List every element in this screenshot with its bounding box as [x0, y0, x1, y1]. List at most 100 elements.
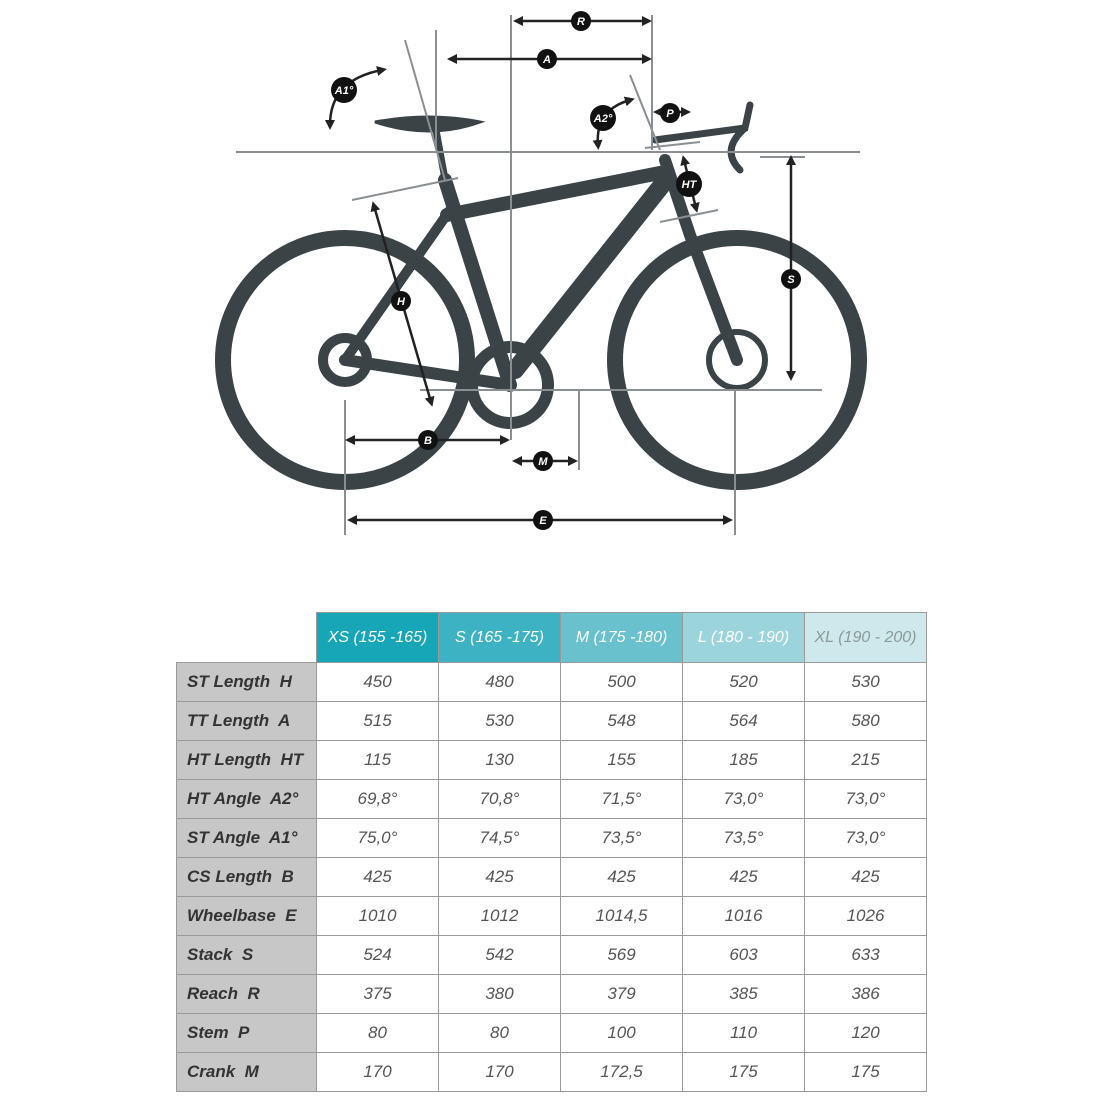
row-code: R: [247, 984, 260, 1003]
value-cell: 1010: [316, 896, 439, 936]
value-cell: 603: [682, 935, 805, 975]
row-name: ST Length: [187, 672, 271, 691]
guide-lines: [236, 15, 860, 535]
label-badge: [331, 77, 357, 103]
row-name: HT Length: [187, 750, 272, 769]
label-badge: [533, 510, 553, 530]
label-badge: [418, 430, 438, 450]
row-name: HT Angle: [187, 789, 261, 808]
table-row: Crank M 170 170 172,5 175 175: [176, 1052, 927, 1092]
row-code: E: [285, 906, 297, 925]
value-cell: 530: [438, 701, 561, 741]
row-label: ST Angle A1°: [176, 818, 317, 858]
value-cell: 1026: [804, 896, 927, 936]
row-label: CS Length B: [176, 857, 317, 897]
value-cell: 120: [804, 1013, 927, 1053]
label-badge: [537, 49, 557, 69]
value-cell: 71,5°: [560, 779, 683, 819]
value-cell: 110: [682, 1013, 805, 1053]
value-cell: 1014,5: [560, 896, 683, 936]
size-header: L (180 - 190): [682, 612, 805, 663]
row-code: B: [281, 867, 294, 886]
table-row: Reach R 375 380 379 385 386: [176, 974, 927, 1014]
value-cell: 524: [316, 935, 439, 975]
row-name: Wheelbase: [187, 906, 276, 925]
frame: [318, 101, 768, 429]
table-row: CS Length B 425 425 425 425 425: [176, 857, 927, 897]
value-cell: 515: [316, 701, 439, 741]
row-label: HT Angle A2°: [176, 779, 317, 819]
size-header: M (175 -180): [560, 612, 683, 663]
value-cell: 425: [682, 857, 805, 897]
value-cell: 73,0°: [682, 779, 805, 819]
value-cell: 450: [316, 662, 439, 702]
label-badge: [676, 171, 702, 197]
row-name: Stem: [187, 1023, 229, 1042]
table-row: HT Length HT 115 130 155 185 215: [176, 740, 927, 780]
row-code: A2°: [269, 789, 299, 808]
dimension-arrows: [325, 16, 796, 525]
value-cell: 386: [804, 974, 927, 1014]
value-cell: 385: [682, 974, 805, 1014]
label-badge: [391, 291, 411, 311]
bike-diagram: R A A1° A2° P HT H S B M E: [215, 11, 867, 535]
row-name: ST Angle: [187, 828, 261, 847]
value-cell: 175: [804, 1052, 927, 1092]
geometry-table: XS (155 -165) S (165 -175) M (175 -180) L (…: [176, 612, 927, 1092]
value-cell: 480: [438, 662, 561, 702]
value-cell: 130: [438, 740, 561, 780]
value-cell: 69,8°: [316, 779, 439, 819]
row-code: HT: [280, 750, 304, 769]
dimension-label: P: [666, 108, 674, 120]
empty-cell: [177, 613, 317, 663]
value-cell: 175: [682, 1052, 805, 1092]
row-label: Crank M: [176, 1052, 317, 1092]
row-name: Stack: [187, 945, 233, 964]
value-cell: 115: [316, 740, 439, 780]
value-cell: 70,8°: [438, 779, 561, 819]
value-cell: 425: [438, 857, 561, 897]
header-row: XS (155 -165) S (165 -175) M (175 -180) L (…: [177, 612, 927, 663]
value-cell: 172,5: [560, 1052, 683, 1092]
value-cell: 542: [438, 935, 561, 975]
value-cell: 564: [682, 701, 805, 741]
label-badge: [660, 103, 680, 123]
row-code: P: [238, 1023, 250, 1042]
row-label: Stem P: [176, 1013, 317, 1053]
value-cell: 73,0°: [804, 818, 927, 858]
dimension-label: R: [577, 16, 585, 28]
table-row: ST Length H 450 480 500 520 530: [176, 662, 927, 702]
dimension-label: H: [397, 296, 406, 308]
row-label: TT Length A: [176, 701, 317, 741]
value-cell: 520: [682, 662, 805, 702]
label-badge: [590, 105, 616, 131]
value-cell: 380: [438, 974, 561, 1014]
row-code: S: [241, 945, 254, 964]
value-cell: 80: [438, 1013, 561, 1053]
row-code: A1°: [268, 828, 298, 847]
front-wheel: [607, 230, 867, 490]
value-cell: 425: [804, 857, 927, 897]
value-cell: 155: [560, 740, 683, 780]
value-cell: 375: [316, 974, 439, 1014]
value-cell: 500: [560, 662, 683, 702]
value-cell: 548: [560, 701, 683, 741]
value-cell: 569: [560, 935, 683, 975]
value-cell: 75,0°: [316, 818, 439, 858]
dimension-label: A2°: [593, 113, 613, 125]
dimension-labels: R A A1° A2° P HT H S B M E: [331, 11, 801, 530]
value-cell: 73,0°: [804, 779, 927, 819]
value-cell: 530: [804, 662, 927, 702]
table-row: TT Length A 515 530 548 564 580: [176, 701, 927, 741]
row-label: ST Length H: [176, 662, 317, 702]
row-code: H: [279, 672, 292, 691]
table-row: HT Angle A2° 69,8° 70,8° 71,5° 73,0° 73,0°: [176, 779, 927, 819]
dimension-label: HT: [682, 179, 698, 191]
table-row: Stack S 524 542 569 603 633: [176, 935, 927, 975]
label-badge: [571, 11, 591, 31]
value-cell: 215: [804, 740, 927, 780]
dimension-label: A: [542, 54, 551, 66]
value-cell: 425: [316, 857, 439, 897]
table-row: Wheelbase E 1010 1012 1014,5 1016 1026: [176, 896, 927, 936]
value-cell: 580: [804, 701, 927, 741]
